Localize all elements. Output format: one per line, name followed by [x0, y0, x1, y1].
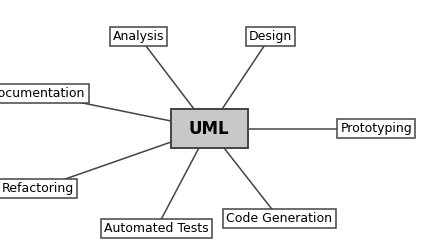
Text: Prototyping: Prototyping: [340, 122, 412, 135]
Text: Refactoring: Refactoring: [1, 182, 73, 195]
Text: Analysis: Analysis: [113, 30, 165, 43]
Text: Automated Tests: Automated Tests: [104, 222, 209, 235]
Text: Code Generation: Code Generation: [227, 212, 332, 225]
FancyBboxPatch shape: [170, 110, 247, 148]
Text: UML: UML: [189, 120, 229, 138]
Text: Documentation: Documentation: [0, 87, 86, 100]
Text: Design: Design: [249, 30, 292, 43]
